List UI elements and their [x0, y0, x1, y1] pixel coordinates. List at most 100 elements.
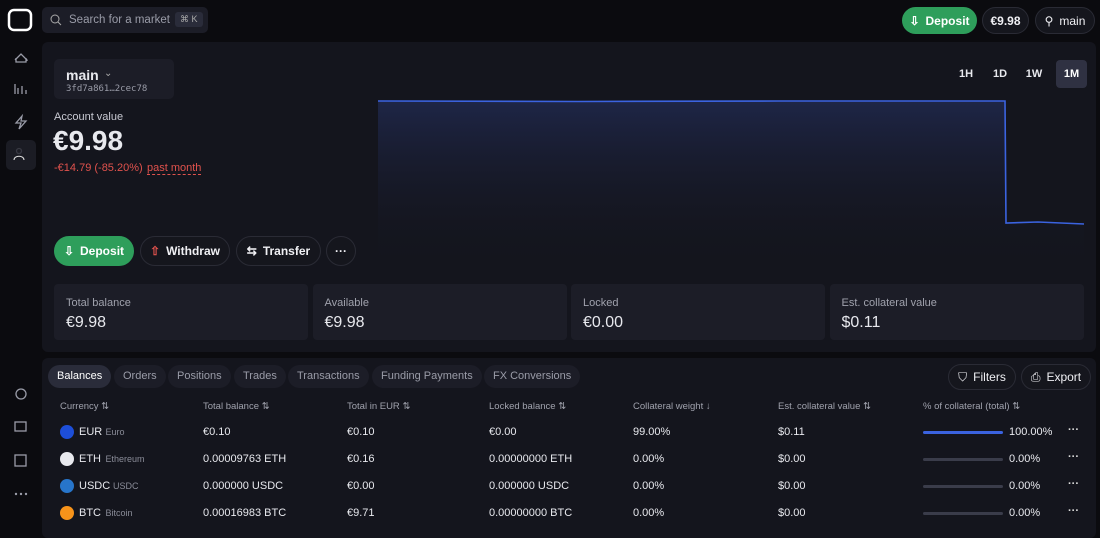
column-header[interactable]: Locked balance ⇅ [489, 401, 567, 412]
label: €9.98 [990, 13, 1021, 28]
cell: 0.00000000 BTC [489, 507, 573, 519]
tab[interactable]: Transactions [288, 365, 369, 388]
timeframe-button[interactable]: 1H [958, 68, 974, 80]
filters-button[interactable]: ⛉ Filters [948, 364, 1016, 390]
icon: ⛉ [958, 369, 968, 384]
cell: 99.00% [633, 426, 671, 438]
row-menu[interactable]: ··· [1068, 505, 1079, 517]
tab[interactable]: FX Conversions [484, 365, 581, 388]
column-header[interactable]: Currency ⇅ [60, 401, 110, 412]
cell: 0.00% [1009, 507, 1041, 519]
cell: 0.00% [1009, 480, 1041, 492]
stat-label: Available [324, 297, 369, 309]
icon: ⎙ [1030, 369, 1041, 384]
chat-icon[interactable] [14, 421, 27, 432]
deposit-button[interactable]: ⇩ Deposit [902, 7, 977, 34]
currency-symbol: EUR [79, 426, 103, 438]
column-header[interactable]: Est. collateral value ⇅ [778, 401, 871, 412]
icon: ⇩ [63, 244, 75, 258]
shortcut: ⌘ K [175, 12, 203, 27]
collateral-bar [923, 512, 1003, 515]
search-box[interactable]: Search for a market ⌘ K [42, 7, 208, 33]
column-header[interactable]: Collateral weight ↓ [633, 401, 711, 412]
label: Deposit [925, 13, 970, 28]
tab[interactable]: Orders [114, 365, 166, 388]
label: Filters [973, 370, 1006, 384]
balances-panel [42, 358, 1096, 538]
cell: €0.00 [489, 426, 517, 438]
sort-icon: ⇅ [1009, 401, 1021, 412]
help-icon[interactable] [15, 388, 27, 400]
sort-icon: ⇅ [860, 401, 871, 412]
cell: €0.10 [203, 426, 231, 438]
account-selector[interactable]: main ⌄ 3fd7a861…2cec78 [54, 59, 174, 99]
stat-card: Locked €0.00 [571, 284, 825, 340]
row-menu[interactable]: ··· [1068, 451, 1079, 463]
deposit-icon: ⇩ [909, 13, 920, 28]
tab[interactable]: Funding Payments [372, 365, 482, 388]
account-value: €9.98 [53, 125, 124, 156]
deposit-action[interactable]: ⇩ Deposit [54, 236, 134, 266]
cell: $0.00 [778, 507, 806, 519]
cell: $0.00 [778, 453, 806, 465]
column-header[interactable]: Total in EUR ⇅ [347, 401, 411, 412]
account-label: Account value [54, 111, 124, 123]
label: Withdraw [166, 244, 220, 258]
more-actions[interactable]: ··· [326, 236, 356, 266]
cell: 0.00% [633, 453, 665, 465]
currency-name: USDC [113, 481, 139, 491]
search-placeholder: Search for a market [69, 14, 170, 26]
more-icon[interactable] [14, 492, 28, 496]
timeframe-button[interactable]: 1W [1025, 68, 1043, 80]
column-header[interactable]: % of collateral (total) ⇅ [923, 401, 1021, 412]
coin-icon [60, 479, 74, 493]
column-header[interactable]: Total balance ⇅ [203, 401, 270, 412]
export-button[interactable]: ⎙ Export [1021, 364, 1091, 390]
cell: 0.00000000 ETH [489, 453, 573, 465]
cell: €0.00 [347, 480, 375, 492]
withdraw-action[interactable]: ⇧ Withdraw [140, 236, 230, 266]
chart-area [378, 101, 1084, 270]
coin-icon [60, 452, 74, 466]
account-icon-body [13, 155, 25, 161]
row-menu[interactable]: ··· [1068, 424, 1079, 436]
label: Transfer [262, 244, 311, 258]
sort-icon: ⇅ [399, 401, 411, 412]
sidebar [6, 8, 36, 496]
label: Deposit [80, 244, 125, 258]
tab[interactable]: Balances [48, 365, 112, 388]
stat-value: $0.11 [841, 314, 881, 331]
home-icon[interactable] [14, 53, 28, 63]
timeframe-button[interactable]: 1D [992, 68, 1008, 80]
account-name: main [66, 67, 99, 83]
stat-card: Est. collateral value $0.11 [829, 284, 1084, 340]
stat-label: Locked [583, 297, 619, 309]
currency-symbol: ETH [79, 453, 101, 465]
row-menu[interactable]: ··· [1068, 478, 1079, 490]
collateral-bar [923, 458, 1003, 461]
transfer-action[interactable]: ⇆ Transfer [236, 236, 321, 266]
stat-label: Total balance [66, 297, 131, 309]
timeframe-button[interactable]: 1M [1056, 60, 1087, 88]
change-period: past month [147, 162, 202, 175]
stat-value: €9.98 [66, 314, 107, 331]
tab[interactable]: Positions [168, 365, 231, 388]
cell: €0.16 [347, 453, 375, 465]
logo[interactable] [7, 8, 33, 32]
trade-icon[interactable] [14, 113, 28, 130]
cell: €0.10 [347, 426, 375, 438]
cell: $0.00 [778, 480, 806, 492]
cell: 0.00016983 BTC [203, 507, 287, 519]
balance-pill[interactable]: €9.98 [982, 7, 1029, 34]
cell: 0.000000 USDC [203, 480, 284, 492]
markets-icon[interactable] [14, 84, 27, 94]
tab[interactable]: Trades [234, 365, 286, 388]
search-icon [50, 14, 62, 26]
cell: $0.11 [778, 426, 805, 438]
label: Export [1046, 370, 1082, 384]
account-button[interactable]: ⚲ main [1035, 7, 1095, 34]
sort-icon: ⇅ [555, 401, 567, 412]
docs-icon[interactable] [14, 454, 27, 467]
